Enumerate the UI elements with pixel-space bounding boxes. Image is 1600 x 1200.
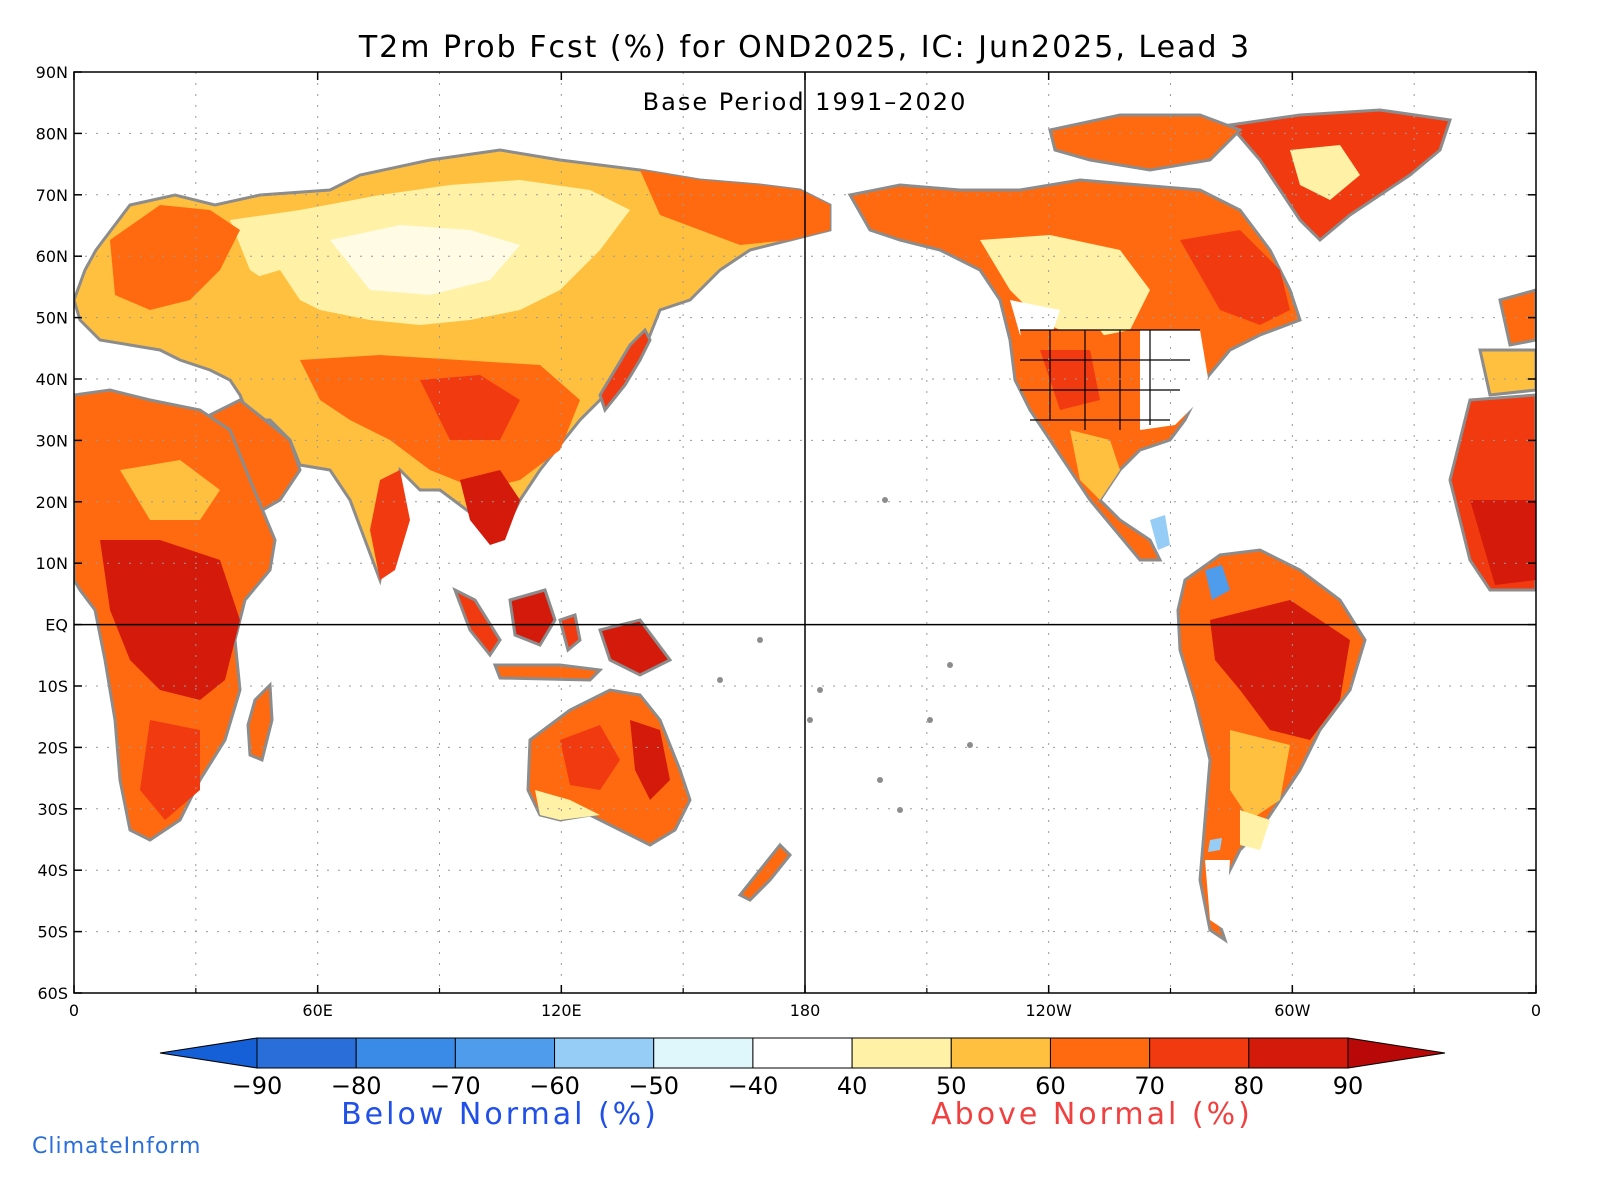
land-madagascar <box>246 681 274 763</box>
lon-label: 120E <box>541 1001 582 1020</box>
us-state-lines <box>1020 329 1200 430</box>
colorbar-label: −50 <box>628 1072 679 1100</box>
colorbar-label: 90 <box>1333 1072 1364 1100</box>
lat-label: 90N <box>36 63 68 82</box>
land-eurasia <box>74 148 832 586</box>
colorbar-label: 70 <box>1134 1072 1165 1100</box>
colorbar-label: −60 <box>529 1072 580 1100</box>
below-normal-label: Below Normal (%) <box>341 1097 659 1132</box>
colorbar-bin <box>950 1037 1051 1069</box>
above-normal-label: Above Normal (%) <box>931 1097 1253 1132</box>
lon-label: 0 <box>1531 1001 1541 1020</box>
colorbar-label: −70 <box>430 1072 481 1100</box>
graticule <box>74 72 1536 993</box>
lon-label: 120W <box>1025 1001 1072 1020</box>
land-south-america <box>1176 548 1367 944</box>
lat-label: 20N <box>36 493 68 512</box>
lat-label: 70N <box>36 186 68 205</box>
lat-label: 80N <box>36 124 68 143</box>
map-title: T2m Prob Fcst (%) for OND2025, IC: Jun20… <box>358 30 1251 65</box>
latitude-axis: 90N 80N 70N 60N 50N 40N 30N 20N 10N EQ 10S 20S 30S 40… <box>36 63 1536 1003</box>
lon-label: 0 <box>69 1001 79 1020</box>
colorbar-low-triangle <box>159 1037 258 1069</box>
land-australia <box>526 688 692 847</box>
map-panel: Base Period 1991–2020 90N 80N 70N 60N 50N 40N… <box>36 63 1541 1020</box>
lat-label: 20S <box>37 738 68 757</box>
colorbar-bin <box>554 1037 655 1069</box>
colorbar-label: 80 <box>1234 1072 1265 1100</box>
lat-label: 60S <box>37 984 68 1003</box>
colorbar-bin <box>1248 1037 1349 1069</box>
lat-label: 50S <box>37 923 68 942</box>
colorbar-label: 40 <box>837 1072 868 1100</box>
longitude-axis: 0 60E 120E 180 120W 60W 0 <box>69 72 1541 1020</box>
probability-fields <box>74 108 1536 944</box>
lat-label: 10N <box>36 554 68 573</box>
colorbar: −90 −80 −70 −60 −50 −40 40 50 60 70 80 90 <box>159 1037 1446 1100</box>
colorbar-label: −90 <box>232 1072 283 1100</box>
lon-label: 60W <box>1274 1001 1310 1020</box>
colorbar-bin <box>454 1037 556 1069</box>
lat-label: 30N <box>36 431 68 450</box>
credit-text: ClimateInform <box>32 1134 201 1159</box>
base-period-label: Base Period 1991–2020 <box>643 88 968 116</box>
colorbar-bin <box>355 1037 456 1069</box>
lon-label: 180 <box>790 1001 821 1020</box>
colorbar-label: −40 <box>728 1072 779 1100</box>
land-new-zealand <box>737 842 793 902</box>
colorbar-bin <box>1149 1037 1250 1069</box>
land-north-america <box>847 178 1302 562</box>
lon-label: 60E <box>302 1001 332 1020</box>
lat-label: 10S <box>37 677 68 696</box>
land-japan <box>598 327 652 414</box>
colorbar-bin <box>752 1037 853 1069</box>
colorbar-high-triangle <box>1347 1037 1446 1069</box>
colorbar-bin <box>1049 1037 1151 1069</box>
colorbar-label: −80 <box>331 1072 382 1100</box>
colorbar-bin <box>851 1037 952 1069</box>
land-west-edge-wrap <box>1448 288 1536 592</box>
colorbar-bin <box>653 1037 754 1069</box>
pacific-islands <box>717 497 973 813</box>
lat-label: EQ <box>45 616 68 635</box>
lat-label: 40S <box>37 861 68 880</box>
colorbar-bin <box>256 1037 357 1069</box>
land-africa <box>74 388 277 842</box>
lat-label: 30S <box>37 800 68 819</box>
lat-label: 50N <box>36 309 68 328</box>
land-maritime-continent <box>452 586 673 682</box>
lat-label: 60N <box>36 247 68 266</box>
lat-label: 40N <box>36 370 68 389</box>
land-arctic-archipelago <box>1048 113 1243 172</box>
colorbar-label: 60 <box>1035 1072 1066 1100</box>
colorbar-label: 50 <box>936 1072 967 1100</box>
